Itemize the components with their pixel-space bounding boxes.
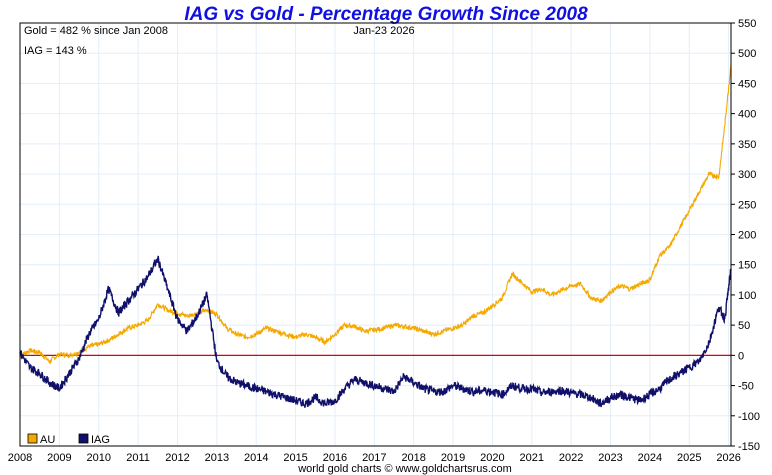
y-tick-label: 0 bbox=[738, 350, 744, 362]
x-tick-label: 2017 bbox=[362, 452, 386, 464]
x-tick-label: 2012 bbox=[165, 452, 189, 464]
x-tick-label: 2018 bbox=[401, 452, 425, 464]
series-line-iag bbox=[19, 255, 732, 408]
x-tick-label: 2014 bbox=[244, 452, 268, 464]
x-tick-label: 2008 bbox=[8, 452, 32, 464]
x-tick-label: 2024 bbox=[638, 452, 662, 464]
grid bbox=[19, 22, 731, 447]
x-tick-label: 2023 bbox=[598, 452, 622, 464]
x-tick-label: 2009 bbox=[47, 452, 71, 464]
y-tick-label: 100 bbox=[738, 290, 756, 302]
x-tick-label: 2011 bbox=[126, 452, 150, 464]
y-tick-label: 150 bbox=[738, 260, 756, 272]
y-tick-label: -100 bbox=[738, 411, 760, 423]
y-axis: 550500450400350300250200150100500-50-100… bbox=[731, 18, 760, 453]
x-tick-label: 2022 bbox=[559, 452, 583, 464]
y-tick-label: 450 bbox=[738, 78, 756, 90]
legend-label-au: AU bbox=[40, 434, 55, 446]
y-tick-label: 50 bbox=[738, 320, 750, 332]
legend-swatch-au bbox=[27, 433, 38, 444]
legend: AU IAG bbox=[27, 433, 110, 446]
x-tick-label: 2010 bbox=[86, 452, 110, 464]
legend-swatch-iag bbox=[78, 433, 89, 444]
chart-footer: world gold charts © www.goldchartsrus.co… bbox=[297, 463, 512, 475]
x-tick-label: 2026 bbox=[716, 452, 740, 464]
iag-summary: IAG = 143 % bbox=[24, 45, 87, 57]
y-tick-label: -150 bbox=[738, 441, 760, 453]
gold-summary: Gold = 482 % since Jan 2008 bbox=[24, 25, 168, 37]
series-line-au bbox=[19, 64, 732, 365]
y-tick-label: 500 bbox=[738, 48, 756, 60]
y-tick-label: 550 bbox=[738, 18, 756, 30]
x-tick-label: 2016 bbox=[323, 452, 347, 464]
y-tick-label: -50 bbox=[738, 381, 754, 393]
chart-title: IAG vs Gold - Percentage Growth Since 20… bbox=[184, 4, 588, 25]
x-axis: 2008 2009 2010 2011 2012 2013 2014 2015 2016 2017… bbox=[8, 452, 741, 464]
y-tick-label: 250 bbox=[738, 199, 756, 211]
x-tick-label: 2013 bbox=[205, 452, 229, 464]
series-group bbox=[19, 64, 732, 408]
y-tick-label: 200 bbox=[738, 230, 756, 242]
x-tick-label: 2015 bbox=[283, 452, 307, 464]
y-tick-label: 350 bbox=[738, 139, 756, 151]
x-tick-label: 2020 bbox=[480, 452, 504, 464]
x-tick-label: 2019 bbox=[441, 452, 465, 464]
x-tick-label: 2025 bbox=[677, 452, 701, 464]
x-tick-label: 2021 bbox=[520, 452, 544, 464]
chart-date: Jan-23 2026 bbox=[353, 25, 414, 37]
y-tick-label: 400 bbox=[738, 109, 756, 121]
y-tick-label: 300 bbox=[738, 169, 756, 181]
legend-label-iag: IAG bbox=[91, 434, 110, 446]
